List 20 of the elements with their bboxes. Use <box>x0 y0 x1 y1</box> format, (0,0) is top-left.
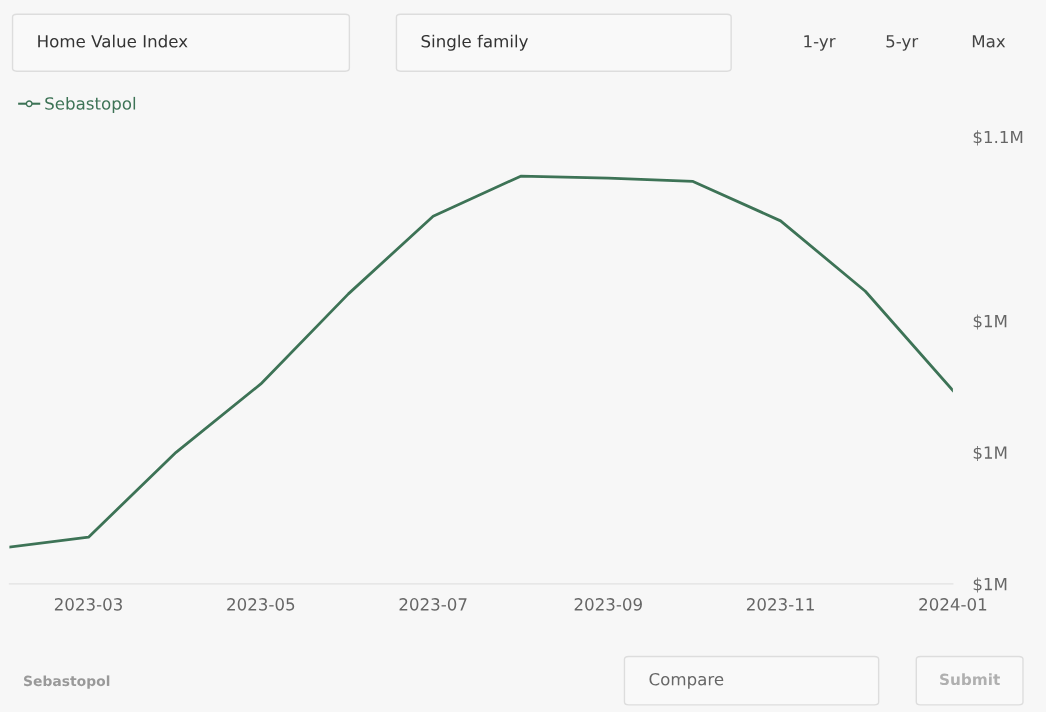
text: 5-yr <box>886 35 919 51</box>
text: Compare <box>649 672 724 689</box>
x-tick-label: 2024-01 <box>919 598 987 611</box>
text: Submit <box>940 673 1000 686</box>
text: Max <box>972 35 1006 48</box>
text: 1-yr <box>804 35 836 51</box>
x-tick-label: 2023-11 <box>746 598 814 611</box>
x-tick-label: 2023-03 <box>54 598 122 611</box>
y-tick-label: $1M <box>973 314 1007 330</box>
legend-label: Sebastopol <box>45 96 136 114</box>
x-tick-label: 2023-09 <box>574 598 642 611</box>
line-series <box>9 174 953 549</box>
text: Sebastopol <box>24 675 110 689</box>
text: Home Value Index <box>38 34 188 48</box>
text: Single family <box>421 34 528 51</box>
y-tick-label: $1M <box>973 446 1007 462</box>
y-tick-label: $1M <box>973 577 1007 593</box>
x-tick-label: 2023-07 <box>399 598 467 611</box>
x-tick-label: 2023-05 <box>227 598 295 611</box>
y-tick-label: $1.1M <box>973 130 1023 146</box>
